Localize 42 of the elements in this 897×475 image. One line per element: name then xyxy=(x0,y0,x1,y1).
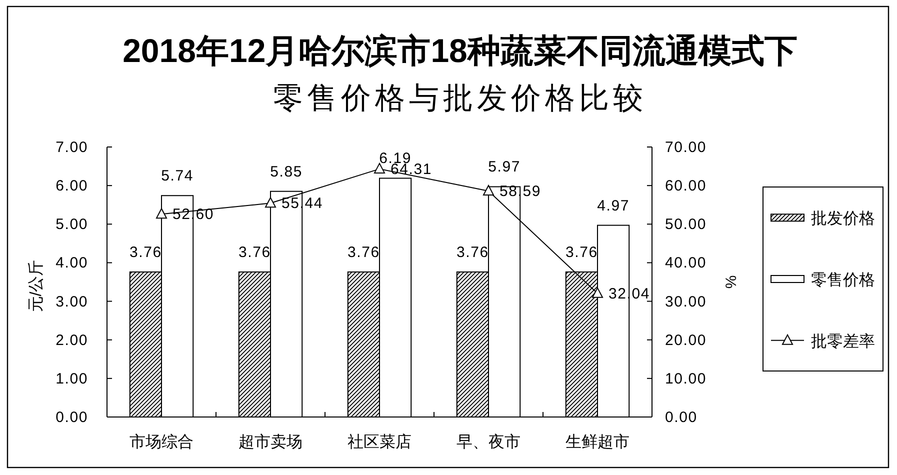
data-label: 5.97 xyxy=(488,158,521,176)
y-tick-label: 0.00 xyxy=(56,409,88,426)
data-label: 3.76 xyxy=(565,244,598,261)
x-tick-label: 市场综合 xyxy=(130,433,194,451)
y-tick-label: 4.00 xyxy=(56,254,88,272)
chart-title: 2018年12月哈尔滨市18种蔬菜不同流通模式下 xyxy=(122,32,798,69)
y2-tick-label: 10.00 xyxy=(665,370,707,388)
point xyxy=(156,208,167,219)
y2-tick-label: 20.00 xyxy=(665,332,707,349)
x-tick-label: 超市卖场 xyxy=(238,433,302,451)
y-tick-label: 6.00 xyxy=(56,178,88,195)
data-label: 5.85 xyxy=(270,163,303,180)
y-tick-label: 3.00 xyxy=(56,293,88,310)
x-tick-label: 生鲜超市 xyxy=(566,433,630,451)
y-axis-title: 元/公斤 xyxy=(27,260,45,312)
x-tick-label: 社区菜店 xyxy=(348,433,412,451)
legend-label: 零售价格 xyxy=(811,272,875,289)
y2-tick-label: 0.00 xyxy=(665,409,698,426)
x-tick-label: 早、夜市 xyxy=(456,433,520,451)
y2-tick-label: 70.00 xyxy=(665,139,707,156)
point xyxy=(374,162,385,174)
y-tick-label: 1.00 xyxy=(56,370,88,388)
data-label: 3.76 xyxy=(129,244,162,261)
y2-tick-label: 30.00 xyxy=(665,293,707,310)
data-label: 3.76 xyxy=(347,244,380,261)
point xyxy=(592,287,603,298)
y2-tick-label: 40.00 xyxy=(665,254,707,272)
y-tick-label: 2.00 xyxy=(56,332,88,349)
data-label: 3.76 xyxy=(456,244,489,261)
data-label: 5.74 xyxy=(161,168,194,185)
legend-label: 批零差率 xyxy=(811,332,875,350)
data-label: 3.76 xyxy=(238,244,271,261)
data-label: 4.97 xyxy=(597,197,630,214)
y2-axis-title: % xyxy=(723,275,740,289)
point xyxy=(483,185,494,196)
y-tick-label: 5.00 xyxy=(56,216,88,234)
legend-label: 批发价格 xyxy=(811,210,875,228)
point xyxy=(265,197,276,208)
y2-tick-label: 60.00 xyxy=(665,178,707,195)
y-tick-label: 7.00 xyxy=(56,139,88,156)
y2-tick-label: 50.00 xyxy=(665,216,707,234)
chart-subtitle: 零售价格与批发价格比较 xyxy=(273,82,647,115)
